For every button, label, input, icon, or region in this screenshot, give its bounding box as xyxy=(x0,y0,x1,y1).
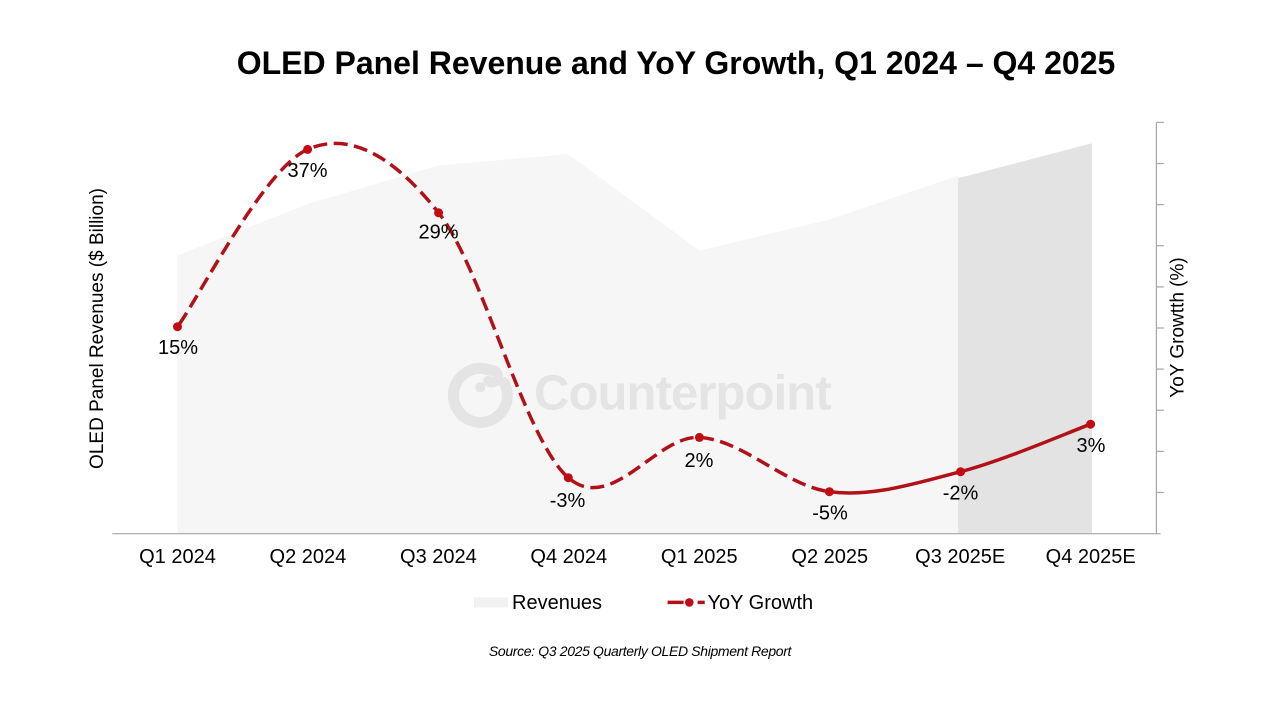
svg-text:2%: 2% xyxy=(685,450,714,472)
svg-text:29%: 29% xyxy=(418,222,458,244)
svg-text:Counterpoint: Counterpoint xyxy=(534,366,831,420)
svg-text:Q1 2025: Q1 2025 xyxy=(661,546,738,568)
svg-text:Q1 2024: Q1 2024 xyxy=(139,546,216,568)
svg-text:Q3 2025E: Q3 2025E xyxy=(915,546,1005,568)
svg-text:Q3 2024: Q3 2024 xyxy=(400,546,477,568)
svg-text:-5%: -5% xyxy=(812,503,848,525)
svg-text:Q2 2024: Q2 2024 xyxy=(270,546,347,568)
svg-text:-3%: -3% xyxy=(550,490,586,512)
svg-text:Source: Q3 2025 Quarterly OLED: Source: Q3 2025 Quarterly OLED Shipment … xyxy=(489,643,793,659)
svg-text:37%: 37% xyxy=(287,160,327,182)
svg-text:15%: 15% xyxy=(158,337,198,359)
svg-text:YoY Growtth (%): YoY Growtth (%) xyxy=(1167,257,1188,397)
svg-text:Q4 2025E: Q4 2025E xyxy=(1046,546,1136,568)
svg-text:OLED Panel Revenues ($ Billion: OLED Panel Revenues ($ Billion) xyxy=(87,188,108,469)
svg-text:OLED Panel Revenue and YoY Gro: OLED Panel Revenue and YoY Growth, Q1 20… xyxy=(237,45,1116,81)
svg-text:Q4 2024: Q4 2024 xyxy=(530,546,607,568)
svg-text:YoY Growth: YoY Growth xyxy=(708,592,814,614)
svg-text:3%: 3% xyxy=(1077,435,1106,457)
svg-text:Q2 2025: Q2 2025 xyxy=(791,546,868,568)
svg-text:Revenues: Revenues xyxy=(512,592,602,614)
svg-text:-2%: -2% xyxy=(943,483,979,505)
